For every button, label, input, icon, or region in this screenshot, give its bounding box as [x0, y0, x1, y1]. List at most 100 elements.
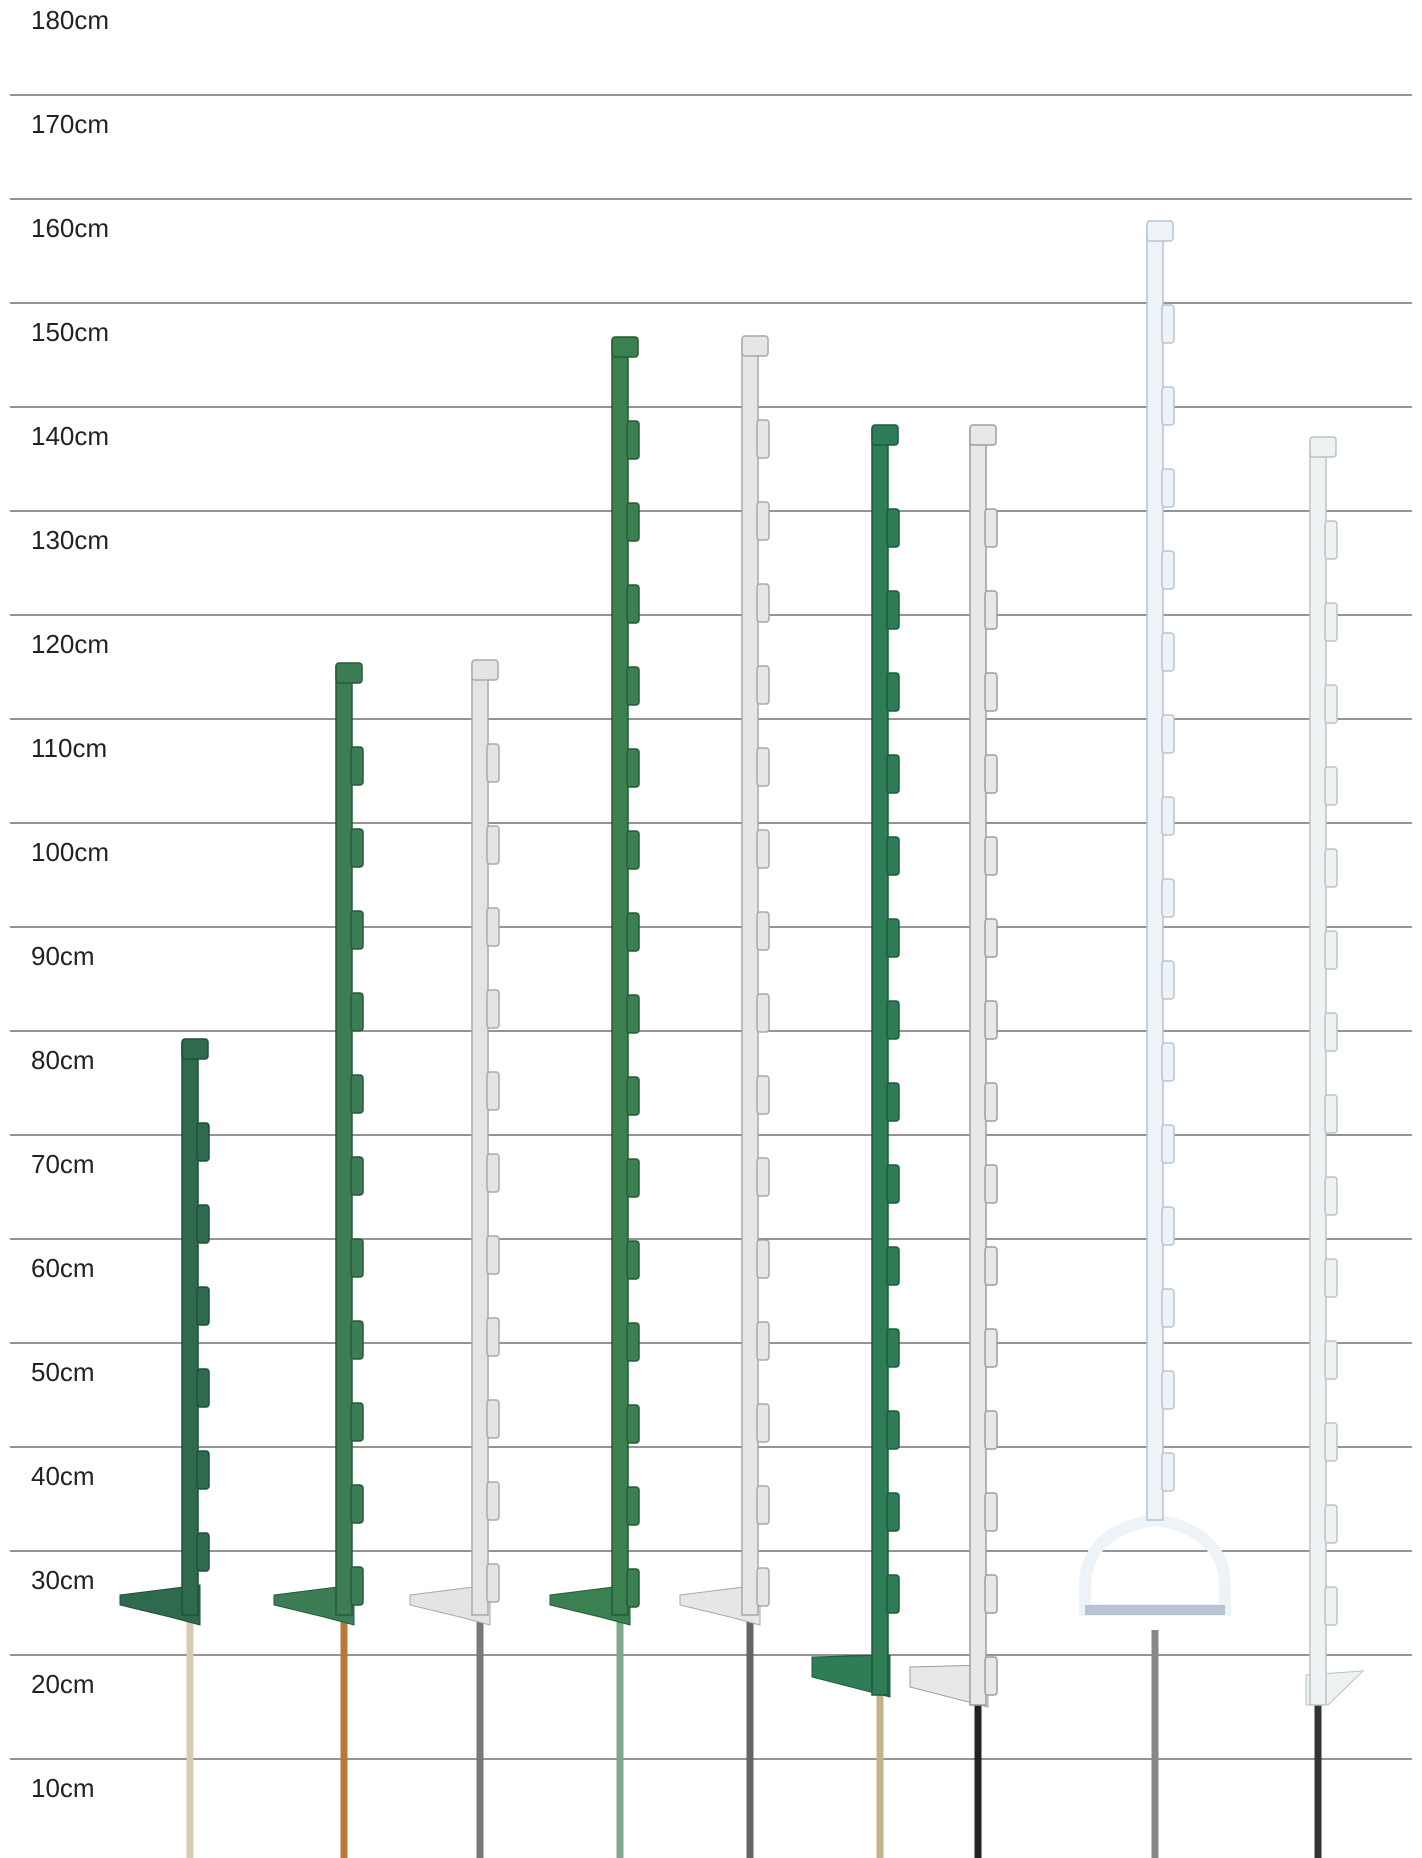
post-insulator — [626, 1486, 640, 1526]
post-insulator — [1161, 304, 1175, 344]
post-body — [741, 339, 759, 1616]
post-insulator — [756, 1485, 770, 1525]
post-insulator — [756, 993, 770, 1033]
post-insulator — [1161, 1370, 1175, 1410]
post-insulator — [350, 1402, 364, 1442]
post-insulator — [1161, 1124, 1175, 1164]
post-insulator — [1324, 1258, 1338, 1298]
post-foot — [909, 1664, 989, 1708]
post-insulator — [350, 1484, 364, 1524]
post-body — [335, 666, 353, 1616]
post-insulator — [984, 1410, 998, 1450]
post-insulator — [756, 1403, 770, 1443]
fence-post — [549, 336, 640, 1858]
post-insulator — [1324, 602, 1338, 642]
post-insulator — [1324, 1586, 1338, 1626]
post-body — [1309, 440, 1327, 1706]
post-insulator — [196, 1450, 210, 1490]
post-insulator — [1161, 714, 1175, 754]
post-insulator — [1324, 1340, 1338, 1380]
post-insulator — [1324, 684, 1338, 724]
post-insulator — [1161, 796, 1175, 836]
post-insulator — [756, 911, 770, 951]
post-insulator — [626, 994, 640, 1034]
post-insulator — [984, 1000, 998, 1040]
post-insulator — [756, 1567, 770, 1607]
post-insulator — [1161, 1206, 1175, 1246]
post-insulator — [196, 1204, 210, 1244]
post-insulator — [626, 1158, 640, 1198]
post-cap — [741, 335, 769, 357]
post-insulator — [984, 836, 998, 876]
post-insulator — [886, 1574, 900, 1614]
fence-post — [909, 424, 998, 1858]
post-cap — [969, 424, 997, 446]
post-insulator — [1324, 1422, 1338, 1462]
post-insulator — [886, 918, 900, 958]
post-insulator — [486, 1399, 500, 1439]
scale-label: 90cm — [31, 941, 95, 971]
scale-labels: 180cm 170cm 160cm 150cm 140cm 130cm 120cm 110cm… — [31, 5, 109, 1803]
post-insulator — [1324, 1012, 1338, 1052]
post-cap — [871, 424, 899, 446]
post-cap — [181, 1038, 209, 1060]
post-insulator — [756, 583, 770, 623]
post-insulator — [756, 501, 770, 541]
post-insulator — [984, 590, 998, 630]
post-insulator — [626, 830, 640, 870]
post-insulator — [1161, 468, 1175, 508]
post-insulator — [196, 1286, 210, 1326]
scale-label: 170cm — [31, 109, 109, 139]
fence-post — [811, 424, 900, 1858]
post-cap — [471, 659, 499, 681]
scale-label: 50cm — [31, 1357, 95, 1387]
post-insulator — [756, 1157, 770, 1197]
post-body — [611, 340, 629, 1616]
post-insulator — [1324, 848, 1338, 888]
post-cap — [1309, 436, 1337, 458]
scale-label: 70cm — [31, 1149, 95, 1179]
post-insulator — [1324, 930, 1338, 970]
post-insulator — [756, 419, 770, 459]
post-insulator — [984, 918, 998, 958]
post-insulator — [486, 989, 500, 1029]
post-insulator — [486, 1481, 500, 1521]
post-insulator — [486, 1071, 500, 1111]
post-insulator — [486, 743, 500, 783]
post-insulator — [1161, 878, 1175, 918]
post-insulator — [886, 672, 900, 712]
scale-label: 180cm — [31, 5, 109, 35]
fence-post — [1079, 220, 1231, 1858]
post-body — [969, 428, 987, 1706]
post-insulator — [626, 1322, 640, 1362]
post-insulator — [1161, 632, 1175, 672]
post-insulator — [486, 1235, 500, 1275]
post-insulator — [486, 1153, 500, 1193]
post-insulator — [626, 420, 640, 460]
scale-label: 130cm — [31, 525, 109, 555]
post-insulator — [886, 1164, 900, 1204]
fence-post — [119, 1038, 210, 1858]
post-cap — [1146, 220, 1174, 242]
post-insulator — [196, 1532, 210, 1572]
post-insulator — [756, 1239, 770, 1279]
post-insulator — [1161, 960, 1175, 1000]
post-insulator — [486, 1317, 500, 1357]
post-insulator — [626, 1076, 640, 1116]
post-insulator — [196, 1122, 210, 1162]
post-insulator — [350, 1074, 364, 1114]
scale-rules — [10, 94, 1412, 1760]
post-insulator — [1324, 1094, 1338, 1134]
post-cap — [335, 662, 363, 684]
scale-label: 150cm — [31, 317, 109, 347]
fence-post — [409, 659, 500, 1858]
scale-label: 60cm — [31, 1253, 95, 1283]
post-insulator — [626, 748, 640, 788]
post-handle — [1079, 1513, 1231, 1616]
post-insulator — [1161, 1452, 1175, 1492]
post-insulator — [626, 584, 640, 624]
post-insulator — [756, 665, 770, 705]
post-insulator — [984, 1328, 998, 1368]
